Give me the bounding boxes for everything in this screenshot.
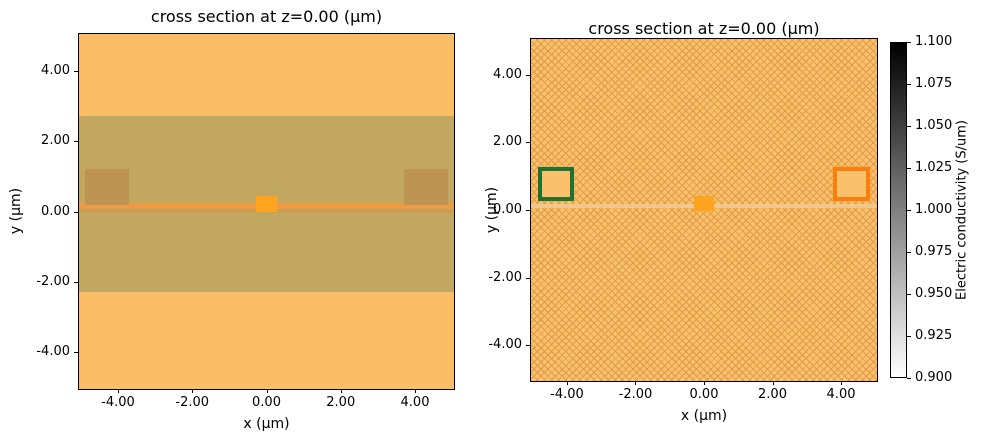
right-y-axis-label: y (μm) xyxy=(484,186,500,234)
x-tick-mark xyxy=(340,389,342,393)
colorbar-tick-mark xyxy=(907,378,911,379)
colorbar-tick-label: 1.100 xyxy=(915,33,953,49)
waveguide-core xyxy=(693,195,715,211)
x-tick-mark xyxy=(635,381,637,385)
x-tick-label: 0.00 xyxy=(689,387,719,402)
y-tick-mark xyxy=(526,277,530,279)
x-tick-label: -2.00 xyxy=(175,395,210,410)
colorbar-tick-mark xyxy=(907,42,911,43)
boundary-electrode-right xyxy=(833,166,871,201)
colorbar-tick-mark xyxy=(907,252,911,253)
x-tick-mark xyxy=(266,389,268,393)
x-tick-label: -4.00 xyxy=(101,395,135,410)
right-axes: -4.00 -2.00 0.00 2.00 4.00 4.00 2.00 0.00 -2.00 -… xyxy=(488,38,878,402)
y-tick-mark xyxy=(526,142,530,144)
colorbar-tick-label: 1.025 xyxy=(915,159,953,175)
colorbar: 1.100 1.075 1.050 1.025 1.000 0.975 0.950 0.925… xyxy=(890,34,952,385)
y-tick-label: 0.00 xyxy=(493,201,522,217)
left-y-axis-label: y (μm) xyxy=(8,187,24,235)
y-tick-mark xyxy=(526,74,530,76)
y-tick-label: 2.00 xyxy=(41,133,70,149)
x-tick-label: 4.00 xyxy=(400,395,430,410)
right-plot-title: cross section at z=0.00 (μm) xyxy=(588,19,820,38)
colorbar-gradient xyxy=(890,42,907,378)
y-tick-mark xyxy=(74,141,78,143)
y-tick-label: -2.00 xyxy=(36,273,70,289)
electrode-left xyxy=(84,169,130,206)
colorbar-tick-mark xyxy=(907,126,911,127)
left-axes: -4.00 -2.00 0.00 2.00 4.00 4.00 2.00 0.00 -2.00 -… xyxy=(36,33,455,410)
colorbar-tick-label: 1.075 xyxy=(915,75,953,91)
x-tick-label: -4.00 xyxy=(550,387,584,402)
colorbar-tick-mark xyxy=(907,336,911,337)
left-x-axis-label: x (μm) xyxy=(243,416,290,432)
x-tick-label: 0.00 xyxy=(252,395,281,410)
x-tick-mark xyxy=(841,381,843,385)
y-tick-label: -4.00 xyxy=(36,343,70,359)
x-tick-label: 4.00 xyxy=(826,387,856,402)
x-tick-mark xyxy=(415,389,416,393)
colorbar-tick-label: 0.900 xyxy=(915,369,953,385)
colorbar-tick-mark xyxy=(907,168,911,169)
colorbar-label: Electric conductivity (S/um) xyxy=(954,120,970,300)
electrode-right xyxy=(403,169,449,206)
y-tick-mark xyxy=(74,352,78,354)
y-tick-label: -4.00 xyxy=(488,337,522,353)
x-tick-mark xyxy=(704,381,705,385)
boundary-electrode-left xyxy=(537,166,575,201)
colorbar-tick-mark xyxy=(907,294,911,295)
colorbar-tick-label: 0.925 xyxy=(915,327,953,343)
y-tick-label: 0.00 xyxy=(41,203,70,219)
x-tick-mark xyxy=(192,389,194,393)
colorbar-tick-label: 1.050 xyxy=(915,117,953,133)
right-x-axis-label: x (μm) xyxy=(680,408,728,424)
x-tick-mark xyxy=(772,381,774,385)
colorbar-tick-label: 0.975 xyxy=(915,243,953,259)
x-tick-label: 2.00 xyxy=(326,395,356,410)
colorbar-tick-mark xyxy=(907,210,911,211)
colorbar-tick-label: 0.950 xyxy=(915,285,953,301)
x-tick-mark xyxy=(566,381,568,385)
colorbar-tick-label: 1.000 xyxy=(915,201,953,217)
y-tick-label: -2.00 xyxy=(488,269,522,285)
y-tick-label: 4.00 xyxy=(493,66,522,82)
colorbar-tick-mark xyxy=(907,84,911,85)
y-tick-mark xyxy=(74,281,78,283)
y-tick-mark xyxy=(74,211,78,213)
x-tick-label: 2.00 xyxy=(758,387,787,402)
waveguide-core xyxy=(256,196,277,213)
y-tick-label: 4.00 xyxy=(41,62,70,78)
x-tick-label: -2.00 xyxy=(618,387,653,402)
y-tick-mark xyxy=(74,70,78,72)
x-tick-mark xyxy=(117,389,119,393)
y-tick-label: 2.00 xyxy=(493,134,522,150)
y-tick-mark xyxy=(526,210,530,211)
y-tick-mark xyxy=(526,345,530,347)
left-plot-title: cross section at z=0.00 (μm) xyxy=(150,7,383,26)
